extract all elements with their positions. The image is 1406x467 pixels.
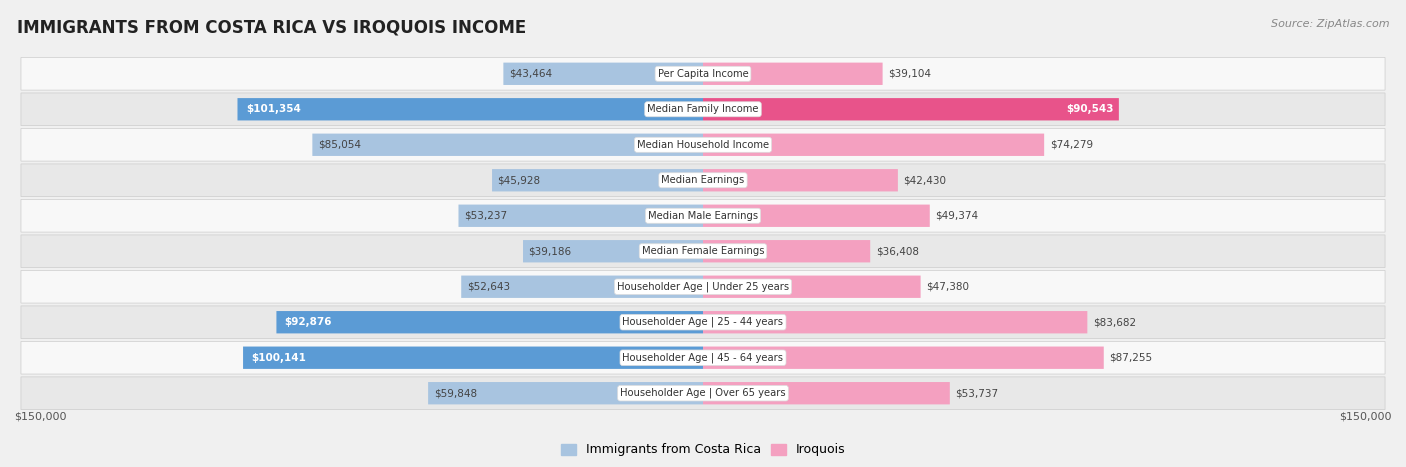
FancyBboxPatch shape: [461, 276, 703, 298]
Text: $52,643: $52,643: [467, 282, 510, 292]
Text: $53,237: $53,237: [464, 211, 508, 221]
FancyBboxPatch shape: [312, 134, 703, 156]
Text: $59,848: $59,848: [433, 388, 477, 398]
Text: $101,354: $101,354: [246, 104, 301, 114]
FancyBboxPatch shape: [21, 128, 1385, 161]
Text: $90,543: $90,543: [1066, 104, 1114, 114]
FancyBboxPatch shape: [458, 205, 703, 227]
Text: Householder Age | 25 - 44 years: Householder Age | 25 - 44 years: [623, 317, 783, 327]
Legend: Immigrants from Costa Rica, Iroquois: Immigrants from Costa Rica, Iroquois: [555, 439, 851, 461]
FancyBboxPatch shape: [238, 98, 703, 120]
FancyBboxPatch shape: [523, 240, 703, 262]
Text: $83,682: $83,682: [1092, 317, 1136, 327]
Text: $150,000: $150,000: [1340, 412, 1392, 422]
FancyBboxPatch shape: [703, 347, 1104, 369]
FancyBboxPatch shape: [21, 164, 1385, 197]
FancyBboxPatch shape: [703, 134, 1045, 156]
FancyBboxPatch shape: [703, 382, 950, 404]
Text: $49,374: $49,374: [935, 211, 979, 221]
FancyBboxPatch shape: [21, 377, 1385, 410]
FancyBboxPatch shape: [503, 63, 703, 85]
FancyBboxPatch shape: [492, 169, 703, 191]
Text: Householder Age | Over 65 years: Householder Age | Over 65 years: [620, 388, 786, 398]
Text: Median Female Earnings: Median Female Earnings: [641, 246, 765, 256]
Text: $150,000: $150,000: [14, 412, 66, 422]
FancyBboxPatch shape: [21, 341, 1385, 374]
Text: $53,737: $53,737: [955, 388, 998, 398]
FancyBboxPatch shape: [21, 270, 1385, 303]
Text: $74,279: $74,279: [1050, 140, 1092, 150]
FancyBboxPatch shape: [703, 63, 883, 85]
Text: Householder Age | Under 25 years: Householder Age | Under 25 years: [617, 282, 789, 292]
Text: IMMIGRANTS FROM COSTA RICA VS IROQUOIS INCOME: IMMIGRANTS FROM COSTA RICA VS IROQUOIS I…: [17, 19, 526, 37]
FancyBboxPatch shape: [703, 205, 929, 227]
FancyBboxPatch shape: [703, 240, 870, 262]
FancyBboxPatch shape: [703, 311, 1087, 333]
FancyBboxPatch shape: [21, 199, 1385, 232]
FancyBboxPatch shape: [427, 382, 703, 404]
FancyBboxPatch shape: [703, 276, 921, 298]
Text: $87,255: $87,255: [1109, 353, 1153, 363]
FancyBboxPatch shape: [21, 306, 1385, 339]
Text: $39,186: $39,186: [529, 246, 572, 256]
FancyBboxPatch shape: [21, 57, 1385, 90]
Text: Median Household Income: Median Household Income: [637, 140, 769, 150]
Text: $92,876: $92,876: [284, 317, 332, 327]
Text: $39,104: $39,104: [889, 69, 931, 79]
Text: $47,380: $47,380: [927, 282, 969, 292]
Text: Per Capita Income: Per Capita Income: [658, 69, 748, 79]
FancyBboxPatch shape: [21, 235, 1385, 268]
Text: $42,430: $42,430: [904, 175, 946, 185]
Text: $43,464: $43,464: [509, 69, 553, 79]
Text: Median Family Income: Median Family Income: [647, 104, 759, 114]
Text: Source: ZipAtlas.com: Source: ZipAtlas.com: [1271, 19, 1389, 28]
Text: Median Earnings: Median Earnings: [661, 175, 745, 185]
FancyBboxPatch shape: [277, 311, 703, 333]
Text: $36,408: $36,408: [876, 246, 918, 256]
Text: Median Male Earnings: Median Male Earnings: [648, 211, 758, 221]
FancyBboxPatch shape: [21, 93, 1385, 126]
Text: Householder Age | 45 - 64 years: Householder Age | 45 - 64 years: [623, 353, 783, 363]
Text: $85,054: $85,054: [318, 140, 361, 150]
Text: $100,141: $100,141: [252, 353, 307, 363]
FancyBboxPatch shape: [243, 347, 703, 369]
Text: $45,928: $45,928: [498, 175, 541, 185]
FancyBboxPatch shape: [703, 98, 1119, 120]
FancyBboxPatch shape: [703, 169, 898, 191]
